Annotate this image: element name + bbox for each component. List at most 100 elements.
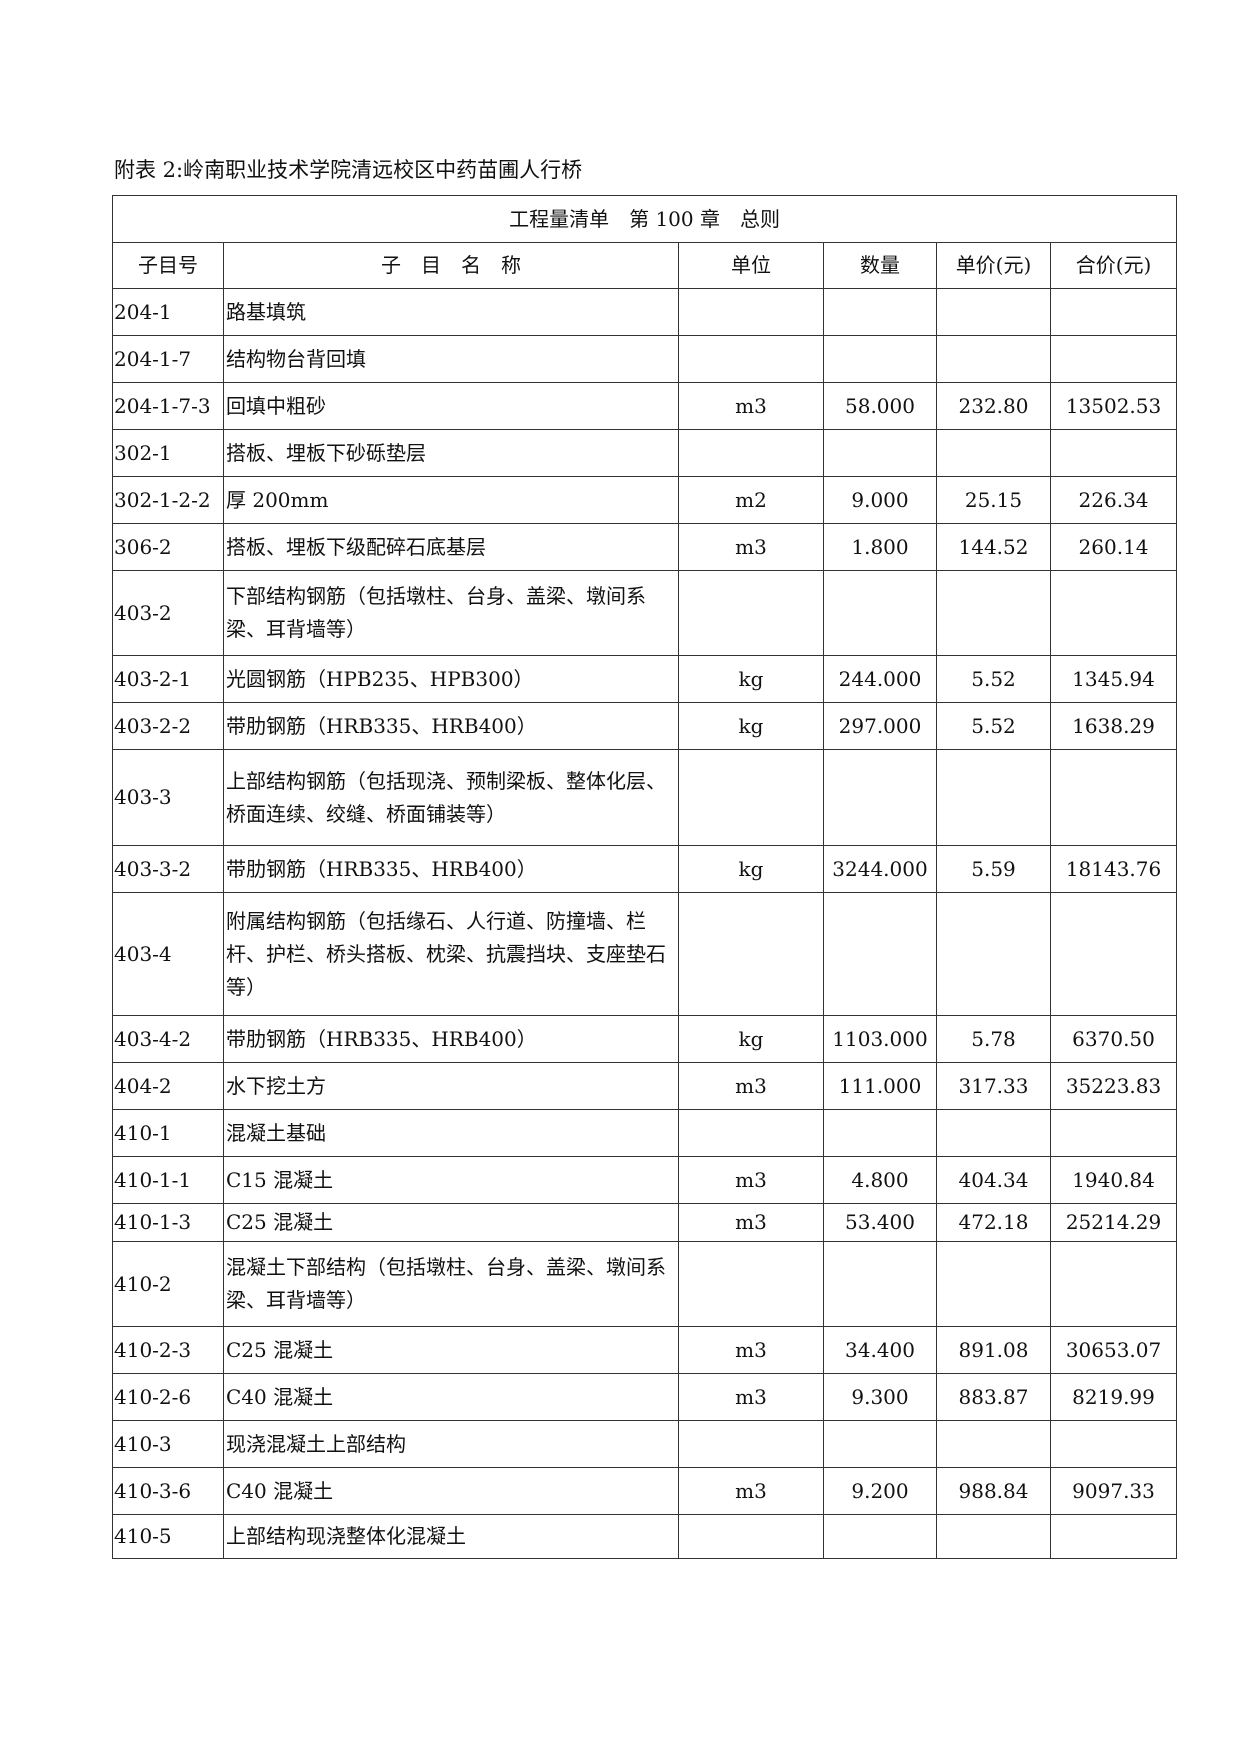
cell-code: 403-2-1 bbox=[112, 655, 224, 703]
table-row: 404-2 水下挖土方 m3 111.000 317.33 35223.83 bbox=[112, 1062, 1178, 1110]
cell-unit bbox=[678, 892, 824, 1016]
cell-name: 附属结构钢筋（包括缘石、人行道、防撞墙、栏杆、护栏、桥头搭板、枕梁、抗震挡块、支… bbox=[223, 892, 679, 1016]
table-row: 204-1-7-3 回填中粗砂 m3 58.000 232.80 13502.53 bbox=[112, 382, 1178, 430]
cell-unit-price bbox=[936, 1420, 1051, 1468]
table-row: 403-4 附属结构钢筋（包括缘石、人行道、防撞墙、栏杆、护栏、桥头搭板、枕梁、抗… bbox=[112, 892, 1178, 1016]
header-unit: 单位 bbox=[678, 242, 824, 289]
cell-unit bbox=[678, 1420, 824, 1468]
table-row: 204-1 路基填筑 bbox=[112, 288, 1178, 336]
cell-unit-price bbox=[936, 1514, 1051, 1559]
cell-unit: m3 bbox=[678, 1203, 824, 1242]
table-row: 410-1 混凝土基础 bbox=[112, 1109, 1178, 1157]
cell-unit-price: 317.33 bbox=[936, 1062, 1051, 1110]
table-row: 410-3 现浇混凝土上部结构 bbox=[112, 1420, 1178, 1468]
cell-name: 厚 200mm bbox=[223, 476, 679, 524]
cell-code: 204-1-7 bbox=[112, 335, 224, 383]
cell-unit: m3 bbox=[678, 1373, 824, 1421]
cell-total-price: 1345.94 bbox=[1049, 655, 1178, 703]
cell-quantity: 3244.000 bbox=[823, 845, 937, 893]
cell-name: 上部结构钢筋（包括现浇、预制梁板、整体化层、桥面连续、绞缝、桥面铺装等） bbox=[223, 749, 679, 846]
cell-total-price: 6370.50 bbox=[1049, 1015, 1178, 1063]
cell-quantity bbox=[823, 1109, 937, 1157]
cell-name: C15 混凝土 bbox=[223, 1156, 679, 1204]
cell-name: 混凝土基础 bbox=[223, 1109, 679, 1157]
header-unit-price: 单价(元) bbox=[936, 242, 1051, 289]
table-row: 410-1-3 C25 混凝土 m3 53.400 472.18 25214.29 bbox=[112, 1203, 1178, 1242]
cell-unit: m3 bbox=[678, 1156, 824, 1204]
cell-total-price: 1638.29 bbox=[1049, 702, 1178, 750]
cell-quantity: 53.400 bbox=[823, 1203, 937, 1242]
cell-code: 204-1-7-3 bbox=[112, 382, 224, 430]
table-row: 410-3-6 C40 混凝土 m3 9.200 988.84 9097.33 bbox=[112, 1467, 1178, 1515]
table-row: 403-2 下部结构钢筋（包括墩柱、台身、盖梁、墩间系梁、耳背墙等） bbox=[112, 570, 1178, 656]
table-row: 410-2-3 C25 混凝土 m3 34.400 891.08 30653.07 bbox=[112, 1326, 1178, 1374]
cell-code: 403-3-2 bbox=[112, 845, 224, 893]
cell-total-price: 9097.33 bbox=[1049, 1467, 1178, 1515]
cell-unit: kg bbox=[678, 702, 824, 750]
cell-quantity: 9.000 bbox=[823, 476, 937, 524]
cell-quantity: 1.800 bbox=[823, 523, 937, 571]
cell-quantity bbox=[823, 429, 937, 477]
cell-unit-price bbox=[936, 749, 1051, 846]
table-title: 工程量清单 第 100 章 总则 bbox=[111, 195, 1178, 243]
cell-unit bbox=[678, 1109, 824, 1157]
document-caption: 附表 2:岭南职业技术学院清远校区中药苗圃人行桥 bbox=[114, 158, 583, 182]
cell-unit-price: 472.18 bbox=[936, 1203, 1051, 1242]
cell-quantity: 297.000 bbox=[823, 702, 937, 750]
cell-code: 410-3 bbox=[112, 1420, 224, 1468]
table-title-row: 工程量清单 第 100 章 总则 bbox=[111, 195, 1178, 243]
cell-unit-price bbox=[936, 1109, 1051, 1157]
cell-unit bbox=[678, 1241, 824, 1327]
header-total-price: 合价(元) bbox=[1049, 242, 1178, 289]
cell-quantity bbox=[823, 335, 937, 383]
cell-unit: m3 bbox=[678, 1326, 824, 1374]
cell-name: 带肋钢筋（HRB335、HRB400） bbox=[223, 702, 679, 750]
cell-total-price bbox=[1049, 892, 1178, 1016]
cell-unit-price bbox=[936, 288, 1051, 336]
cell-unit: kg bbox=[678, 1015, 824, 1063]
cell-unit bbox=[678, 1514, 824, 1559]
table-row: 410-1-1 C15 混凝土 m3 4.800 404.34 1940.84 bbox=[112, 1156, 1178, 1204]
cell-unit: m3 bbox=[678, 1467, 824, 1515]
cell-total-price: 260.14 bbox=[1049, 523, 1178, 571]
cell-quantity bbox=[823, 892, 937, 1016]
cell-code: 410-2 bbox=[112, 1241, 224, 1327]
cell-name: 路基填筑 bbox=[223, 288, 679, 336]
cell-name: 结构物台背回填 bbox=[223, 335, 679, 383]
cell-unit-price: 144.52 bbox=[936, 523, 1051, 571]
cell-name: 现浇混凝土上部结构 bbox=[223, 1420, 679, 1468]
cell-name: 上部结构现浇整体化混凝土 bbox=[223, 1514, 679, 1559]
cell-total-price: 18143.76 bbox=[1049, 845, 1178, 893]
table-row: 302-1 搭板、埋板下砂砾垫层 bbox=[112, 429, 1178, 477]
cell-unit-price: 883.87 bbox=[936, 1373, 1051, 1421]
cell-total-price: 226.34 bbox=[1049, 476, 1178, 524]
cell-code: 410-2-6 bbox=[112, 1373, 224, 1421]
cell-name: 带肋钢筋（HRB335、HRB400） bbox=[223, 845, 679, 893]
cell-unit-price bbox=[936, 335, 1051, 383]
cell-unit-price bbox=[936, 892, 1051, 1016]
cell-total-price: 8219.99 bbox=[1049, 1373, 1178, 1421]
cell-quantity: 34.400 bbox=[823, 1326, 937, 1374]
cell-name: 搭板、埋板下砂砾垫层 bbox=[223, 429, 679, 477]
cell-total-price: 13502.53 bbox=[1049, 382, 1178, 430]
cell-total-price: 1940.84 bbox=[1049, 1156, 1178, 1204]
cell-unit-price bbox=[936, 570, 1051, 656]
cell-unit-price: 5.52 bbox=[936, 702, 1051, 750]
cell-unit bbox=[678, 429, 824, 477]
cell-code: 403-4 bbox=[112, 892, 224, 1016]
table-row: 410-5 上部结构现浇整体化混凝土 bbox=[112, 1514, 1178, 1559]
cell-quantity: 58.000 bbox=[823, 382, 937, 430]
cell-code: 302-1 bbox=[112, 429, 224, 477]
cell-code: 410-2-3 bbox=[112, 1326, 224, 1374]
cell-unit bbox=[678, 570, 824, 656]
cell-quantity: 9.200 bbox=[823, 1467, 937, 1515]
cell-name: C40 混凝土 bbox=[223, 1467, 679, 1515]
cell-unit-price bbox=[936, 1241, 1051, 1327]
cell-code: 306-2 bbox=[112, 523, 224, 571]
cell-name: 混凝土下部结构（包括墩柱、台身、盖梁、墩间系梁、耳背墙等） bbox=[223, 1241, 679, 1327]
table-row: 410-2 混凝土下部结构（包括墩柱、台身、盖梁、墩间系梁、耳背墙等） bbox=[112, 1241, 1178, 1327]
table-row: 410-2-6 C40 混凝土 m3 9.300 883.87 8219.99 bbox=[112, 1373, 1178, 1421]
cell-code: 403-4-2 bbox=[112, 1015, 224, 1063]
cell-quantity: 111.000 bbox=[823, 1062, 937, 1110]
cell-name: C25 混凝土 bbox=[223, 1203, 679, 1242]
